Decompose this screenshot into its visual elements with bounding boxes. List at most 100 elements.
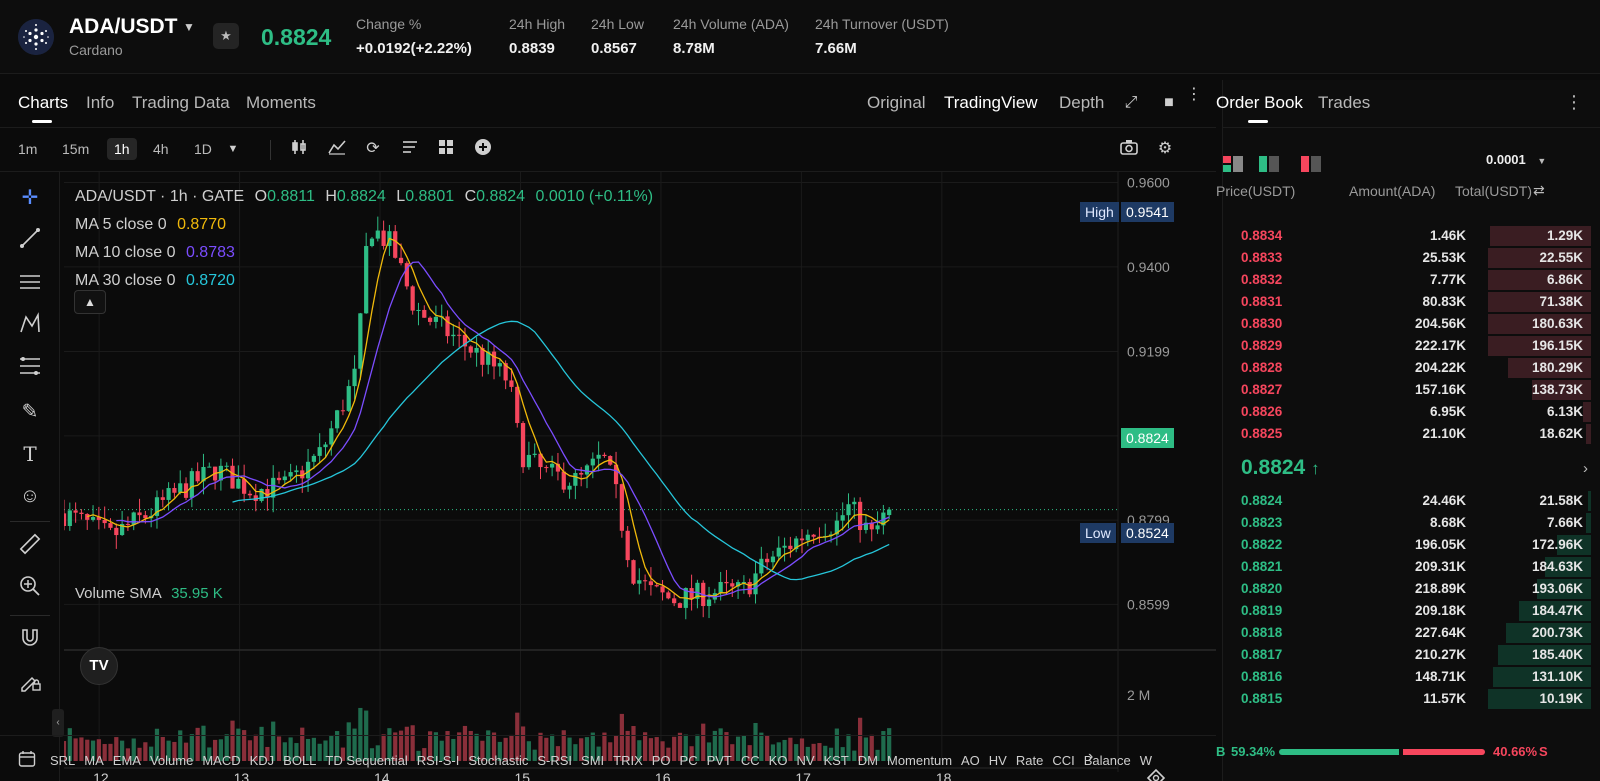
bid-row[interactable]: 0.8817 210.27K 185.40K <box>1223 644 1600 666</box>
lock-drawings-icon[interactable] <box>14 668 46 700</box>
indicator-item[interactable]: AO <box>961 753 980 768</box>
tab-info[interactable]: Info <box>86 93 115 112</box>
view-asks-icon[interactable] <box>1300 155 1322 173</box>
timeframe-15m[interactable]: 15m <box>62 141 90 157</box>
view-tradingview[interactable]: TradingView <box>944 93 1038 112</box>
ask-row[interactable]: 0.8826 6.95K 6.13K <box>1223 401 1600 423</box>
indicator-item[interactable]: Volume <box>149 753 194 768</box>
bid-row[interactable]: 0.8822 196.05K 172.96K <box>1223 534 1600 556</box>
candle-type-icon[interactable] <box>288 138 310 160</box>
bid-row[interactable]: 0.8823 8.68K 7.66K <box>1223 512 1600 534</box>
tab-moments[interactable]: Moments <box>246 93 316 112</box>
view-original[interactable]: Original <box>867 93 926 112</box>
bid-row[interactable]: 0.8816 148.71K 131.10K <box>1223 666 1600 688</box>
indicator-item[interactable]: KO <box>768 753 788 768</box>
magnet-icon[interactable] <box>14 626 46 658</box>
indicator-item[interactable]: KDJ <box>249 753 275 768</box>
indicator-item[interactable]: W <box>1139 753 1152 768</box>
indicator-item[interactable]: RSI-S-I <box>416 753 460 768</box>
chevron-down-icon[interactable]: ▼ <box>227 143 239 155</box>
ask-row[interactable]: 0.8830 204.56K 180.63K <box>1223 313 1600 335</box>
settings-gear-icon[interactable]: ⚙ <box>1157 140 1173 157</box>
trendline-icon[interactable] <box>14 226 46 258</box>
indicator-item[interactable]: Balance <box>1083 753 1131 768</box>
timeframe-4h[interactable]: 4h <box>153 141 169 157</box>
indicator-item[interactable]: Momentum <box>887 753 953 768</box>
tab-trades[interactable]: Trades <box>1318 93 1371 112</box>
indicator-item[interactable]: TRIX <box>613 753 643 768</box>
favorite-button[interactable]: ★ <box>213 23 239 49</box>
chart-area[interactable]: 0.96000.94000.91990.89990.87990.85991213… <box>64 172 1216 781</box>
indicator-item[interactable]: BOLL <box>283 753 317 768</box>
indicator-item[interactable]: Stochastic <box>468 753 529 768</box>
indicator-item[interactable]: SRL <box>50 753 76 768</box>
chevron-down-icon[interactable]: ▼ <box>183 20 195 34</box>
ask-row[interactable]: 0.8834 1.46K 1.29K <box>1223 225 1600 247</box>
swap-icon[interactable]: ⇄ <box>1533 182 1545 198</box>
bid-row[interactable]: 0.8818 227.64K 200.73K <box>1223 622 1600 644</box>
expand-icon[interactable]: ⤢ <box>1124 94 1138 111</box>
bid-row[interactable]: 0.8824 24.46K 21.58K <box>1223 490 1600 512</box>
ask-row[interactable]: 0.8832 7.77K 6.86K <box>1223 269 1600 291</box>
bid-row[interactable]: 0.8819 209.18K 184.47K <box>1223 600 1600 622</box>
indicator-item[interactable]: PC <box>679 753 698 768</box>
layout-grid-icon[interactable] <box>435 138 457 160</box>
ask-row[interactable]: 0.8833 25.53K 22.55K <box>1223 247 1600 269</box>
ask-row[interactable]: 0.8828 204.22K 180.29K <box>1223 357 1600 379</box>
emoji-icon[interactable]: ☺ <box>19 485 41 507</box>
indicator-item[interactable]: PO <box>651 753 671 768</box>
indicator-item[interactable]: EMA <box>112 753 141 768</box>
tradingview-logo-icon[interactable]: TV <box>80 647 118 685</box>
brush-icon[interactable]: ✎ <box>21 401 39 423</box>
ask-row[interactable]: 0.8827 157.16K 138.73K <box>1223 379 1600 401</box>
layout-square-icon[interactable]: ■ <box>1164 94 1174 111</box>
ruler-icon[interactable] <box>14 532 46 564</box>
mid-price[interactable]: 0.8824 ↑ <box>1241 456 1320 480</box>
indicator-item[interactable]: TD Sequential <box>325 753 408 768</box>
replay-icon[interactable]: ⟳ <box>366 140 380 157</box>
bid-row[interactable]: 0.8815 11.57K 10.19K <box>1223 688 1600 710</box>
bid-row[interactable]: 0.8821 209.31K 184.63K <box>1223 556 1600 578</box>
timeframe-1m[interactable]: 1m <box>18 141 38 157</box>
indicator-item[interactable]: S-RSI <box>537 753 573 768</box>
indicator-item[interactable]: MACD <box>202 753 241 768</box>
indicators-icon[interactable] <box>326 138 348 160</box>
more-menu-icon[interactable]: ⋮ <box>1565 92 1583 112</box>
bid-row[interactable]: 0.8820 218.89K 193.06K <box>1223 578 1600 600</box>
view-bids-icon[interactable] <box>1258 155 1280 173</box>
pair-selector[interactable]: ADA/USDT <box>69 15 178 38</box>
legend-collapse-button[interactable]: ▲ <box>74 290 106 314</box>
indicator-item[interactable]: KST <box>823 753 849 768</box>
add-icon[interactable] <box>472 138 494 160</box>
pattern-icon[interactable] <box>14 312 46 344</box>
zoom-in-icon[interactable] <box>14 574 46 606</box>
indicator-item[interactable]: Rate <box>1015 753 1044 768</box>
indicator-item[interactable]: SMI <box>581 753 605 768</box>
indicator-item[interactable]: NV <box>796 753 815 768</box>
chevron-right-icon[interactable]: › <box>1088 748 1094 765</box>
view-depth[interactable]: Depth <box>1059 93 1105 112</box>
text-tool-icon[interactable]: T <box>23 442 37 466</box>
indicator-item[interactable]: CC <box>740 753 760 768</box>
tab-trading-data[interactable]: Trading Data <box>132 93 230 112</box>
crosshair-icon[interactable]: ✛ <box>21 187 39 209</box>
view-both-icon[interactable] <box>1222 155 1244 173</box>
ask-row[interactable]: 0.8829 222.17K 196.15K <box>1223 335 1600 357</box>
collapse-toolbar-button[interactable]: ‹ <box>52 709 64 737</box>
indicator-item[interactable]: PVT <box>706 753 732 768</box>
indicator-item[interactable]: HV <box>988 753 1007 768</box>
indicator-item[interactable]: MA <box>84 753 104 768</box>
timeframe-1d[interactable]: 1D <box>194 141 212 157</box>
precision-select[interactable]: 0.0001 ▼ <box>1486 152 1546 167</box>
indicator-item[interactable]: DM <box>857 753 878 768</box>
tab-charts[interactable]: Charts <box>18 93 69 112</box>
ask-row[interactable]: 0.8825 21.10K 18.62K <box>1223 423 1600 445</box>
templates-icon[interactable] <box>399 138 421 160</box>
calendar-icon[interactable] <box>18 750 36 768</box>
camera-icon[interactable] <box>1118 138 1140 160</box>
tab-order-book[interactable]: Order Book <box>1216 93 1303 113</box>
candlestick-chart[interactable]: 0.96000.94000.91990.89990.87990.85991213… <box>64 172 1216 781</box>
indicator-item[interactable]: CCI <box>1052 753 1075 768</box>
ask-row[interactable]: 0.8831 80.83K 71.38K <box>1223 291 1600 313</box>
fib-icon[interactable] <box>14 354 46 386</box>
